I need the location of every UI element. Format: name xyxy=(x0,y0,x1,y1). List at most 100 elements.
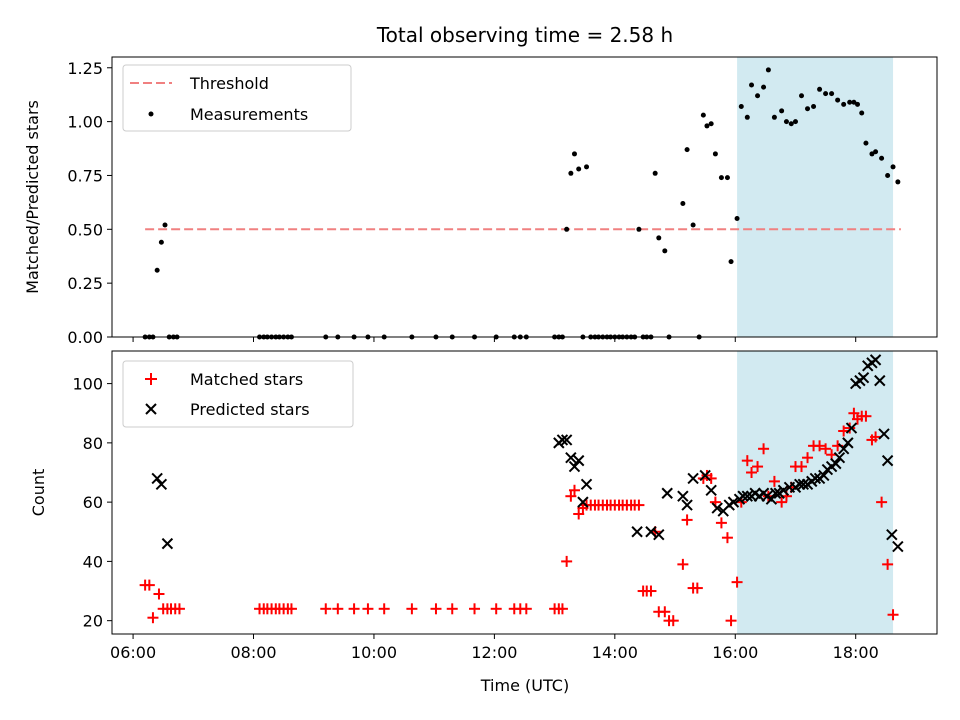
measurements-point xyxy=(829,91,835,97)
legend-predicted-swatch xyxy=(145,403,157,415)
matched-stars-point xyxy=(796,461,808,473)
matched-stars-point xyxy=(820,443,832,455)
measurements-point xyxy=(724,175,730,181)
predicted-stars-point xyxy=(797,478,810,491)
matched-stars-point xyxy=(320,603,332,615)
predicted-stars-point xyxy=(727,496,740,508)
predicted-stars-point xyxy=(556,434,569,446)
legend-measurements-label: Measurements xyxy=(190,105,308,124)
x-tick-label: 16:00 xyxy=(712,643,758,662)
matched-stars-point xyxy=(677,558,689,570)
predicted-stars-point xyxy=(857,371,870,384)
y-tick-label: 60 xyxy=(83,493,103,512)
predicted-stars-point xyxy=(769,487,782,499)
measurements-point xyxy=(869,151,875,157)
legend-predicted-label: Predicted stars xyxy=(190,400,310,419)
y-tick-label: 1.25 xyxy=(67,59,103,78)
predicted-stars-point xyxy=(765,493,778,505)
axes-frame xyxy=(111,56,938,338)
predicted-stars-point xyxy=(737,490,749,502)
measurements-point xyxy=(744,114,750,120)
matched-stars-point xyxy=(681,514,693,526)
measurements-point xyxy=(568,170,574,176)
measurements-point xyxy=(571,151,577,157)
measurements-point xyxy=(879,155,885,161)
matched-stars-point xyxy=(173,603,185,615)
measurements-point xyxy=(783,119,789,125)
highlight-span xyxy=(737,351,894,634)
predicted-stars-point xyxy=(711,502,723,514)
matched-stars-point xyxy=(285,603,297,615)
predicted-stars-point xyxy=(777,484,790,496)
matched-stars-point xyxy=(691,582,703,594)
matched-stars-point xyxy=(746,466,758,478)
matched-stars-point xyxy=(348,603,360,615)
matched-stars-point xyxy=(561,555,573,567)
matched-stars-point xyxy=(768,475,780,487)
predicted-stars-point xyxy=(892,540,904,553)
measurements-point xyxy=(690,222,696,228)
measurements-point xyxy=(811,104,817,110)
matched-stars-point xyxy=(659,606,671,618)
predicted-stars-point xyxy=(645,526,657,538)
matched-stars-point xyxy=(758,443,770,455)
matched-stars-point xyxy=(565,490,577,502)
matched-stars-point xyxy=(814,440,826,452)
y-tick-label: 0.50 xyxy=(67,220,103,239)
predicted-stars-point xyxy=(681,499,693,511)
measurements-point xyxy=(890,164,896,170)
y-tick-label: 0.75 xyxy=(67,166,103,185)
predicted-stars-point xyxy=(155,478,168,491)
y-tick-label: 0.00 xyxy=(67,328,103,347)
matched-stars-point xyxy=(667,615,679,627)
measurements-point xyxy=(584,164,590,170)
predicted-stars-point xyxy=(842,437,854,449)
predicted-stars-point xyxy=(845,422,858,434)
predicted-stars-point xyxy=(881,454,894,467)
measurements-point xyxy=(564,226,570,232)
panel-count: 06:00 08:00 10:00 12:00 14:00 16:00 18:00 20 40 6… xyxy=(29,350,938,662)
measurements-point xyxy=(162,222,168,228)
measurements-point xyxy=(799,93,805,99)
measurements-point xyxy=(755,93,761,99)
y-tick-label: 0.25 xyxy=(67,274,103,293)
predicted-stars-point xyxy=(661,487,673,499)
measurements-point xyxy=(873,149,879,155)
x-tick-label: 06:00 xyxy=(110,643,156,662)
measurements-point xyxy=(855,101,861,107)
measurements-point xyxy=(851,99,857,105)
ylabel-count: Count xyxy=(29,469,48,517)
measurements-point xyxy=(158,239,164,245)
matched-stars-point xyxy=(876,496,888,508)
x-tick-label: 08:00 xyxy=(230,643,276,662)
measurements-point xyxy=(859,110,865,116)
predicted-stars-point xyxy=(878,428,890,440)
predicted-stars-point xyxy=(677,490,689,502)
legend-threshold-label: Threshold xyxy=(189,74,269,93)
matched-stars-point xyxy=(332,603,344,615)
matched-stars-point xyxy=(469,603,481,615)
matched-stars-point xyxy=(520,603,532,615)
measurements-point xyxy=(700,112,706,118)
highlight-span xyxy=(737,57,894,337)
measurements-point xyxy=(708,121,714,127)
measurements-point xyxy=(749,82,755,88)
measurements-point xyxy=(823,91,829,97)
predicted-stars-point xyxy=(809,472,822,485)
matched-stars-point xyxy=(430,603,442,615)
matched-stars-point xyxy=(568,484,580,496)
predicted-stars-point xyxy=(161,537,174,550)
matched-stars-point xyxy=(776,496,788,508)
predicted-stars-point xyxy=(572,454,585,467)
matched-stars-point xyxy=(741,455,753,467)
predicted-stars-point xyxy=(580,478,593,491)
matched-stars-point xyxy=(633,499,645,511)
panel-ratio: 0.00 0.25 0.50 0.75 1.00 1.25 Matched/Predict… xyxy=(23,56,938,347)
measurements-point xyxy=(576,166,582,172)
measurements-point xyxy=(761,84,767,90)
matched-stars-point xyxy=(143,579,155,591)
measurements-point xyxy=(895,179,901,185)
matched-stars-point xyxy=(153,588,165,600)
matched-stars-point xyxy=(887,609,899,621)
predicted-stars-point xyxy=(577,496,589,508)
